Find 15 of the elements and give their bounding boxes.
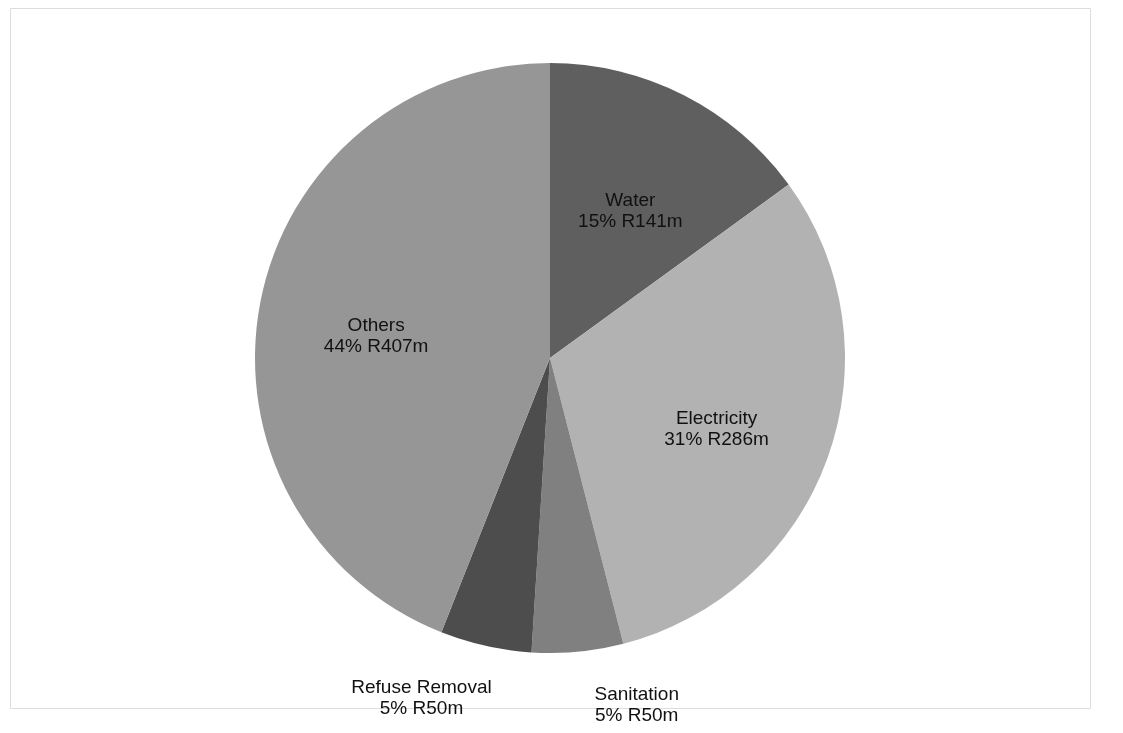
- pie-slice: [441, 358, 550, 653]
- pie-slice: [550, 184, 845, 644]
- pie-slice: [550, 63, 789, 358]
- data-label: 5% R50m: [595, 703, 679, 725]
- slice-label: Refuse Removal: [351, 675, 492, 697]
- data-label: 15% R141m: [578, 210, 683, 232]
- slice-label: Electricity: [675, 406, 758, 428]
- slice-label: Others: [347, 313, 405, 335]
- slice-label: Water: [605, 189, 657, 211]
- data-label: 31% R286m: [664, 427, 769, 449]
- pie-slice: [255, 63, 550, 633]
- slice-label: Sanitation: [594, 682, 679, 704]
- data-label: 44% R407m: [323, 334, 429, 356]
- data-label: 5% R50m: [379, 696, 464, 718]
- pie-slice: [531, 358, 624, 653]
